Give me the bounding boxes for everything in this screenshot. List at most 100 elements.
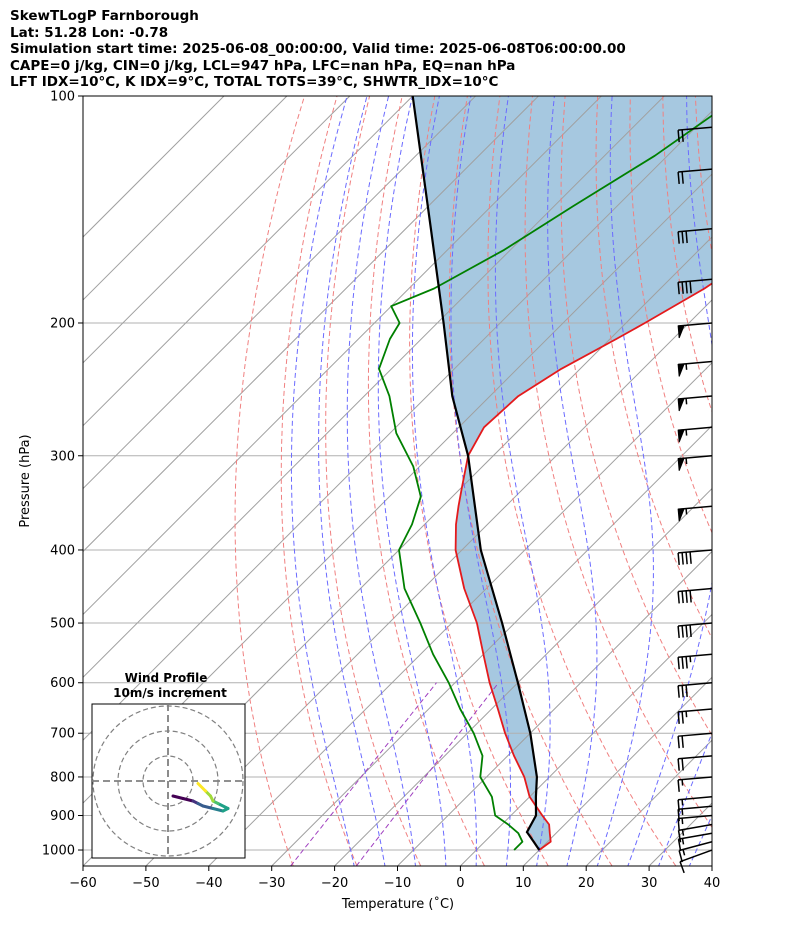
moist-adiabat: [547, 96, 598, 866]
wind-barb-shaft: [678, 681, 713, 687]
moist-adiabat: [318, 96, 386, 866]
wind-barb-shaft: [678, 805, 713, 811]
wind-barb-full: [677, 231, 680, 244]
x-tick-label: 40: [704, 876, 721, 891]
wind-barb: [677, 228, 713, 244]
wind-barb-shaft: [678, 814, 713, 820]
wind-barb-full: [677, 736, 680, 749]
wind-barb-full: [677, 552, 680, 565]
wind-barb-shaft: [678, 228, 713, 233]
dewpoint-line: [378, 114, 712, 851]
wind-barb-shaft: [678, 708, 713, 713]
moist-adiabat: [290, 96, 355, 866]
wind-barb-full: [685, 230, 688, 244]
isotherm-line: [83, 96, 225, 238]
wind-barb-full: [681, 129, 684, 142]
wind-barb-full: [685, 552, 688, 565]
x-tick-label: −60: [69, 876, 96, 891]
isotherm-line: [83, 110, 712, 741]
dry-adiabat: [524, 96, 712, 829]
wind-barb-shaft: [678, 622, 713, 627]
wind-barb-full: [681, 552, 684, 565]
wind-barb-flag: [677, 397, 685, 412]
wind-barb-half: [682, 849, 686, 856]
wind-barb-full: [689, 590, 692, 603]
wind-barb-full: [689, 624, 692, 637]
wind-barb-full: [677, 758, 680, 771]
dry-adiabat: [409, 96, 549, 866]
wind-barb-shaft: [678, 732, 713, 737]
wind-barb-half: [681, 838, 685, 845]
wind-barb: [677, 126, 713, 143]
wind-barb-half: [681, 808, 684, 815]
wind-barb-full: [677, 130, 680, 143]
wind-barb: [677, 732, 713, 749]
moist-adiabat: [377, 96, 447, 866]
wind-barb-shaft: [679, 849, 713, 863]
y-tick-label: 700: [50, 727, 75, 742]
wind-barb-full: [681, 711, 684, 724]
moist-adiabat: [346, 96, 417, 866]
wind-barb-shaft: [678, 823, 713, 832]
wind-barbs: [677, 126, 713, 874]
isotherm-line: [83, 96, 476, 490]
wind-barb-shaft: [678, 278, 713, 283]
wind-barb-full: [681, 656, 684, 669]
wind-barb-full: [677, 779, 680, 792]
wind-barb-half: [681, 799, 684, 806]
wind-barb-half: [685, 429, 688, 436]
wind-barb: [677, 814, 713, 831]
wind-barb-half: [681, 829, 685, 836]
wind-barb: [677, 395, 713, 412]
wind-barb: [677, 168, 713, 185]
isotherm-line: [83, 96, 414, 427]
y-tick-label: 1000: [42, 844, 75, 859]
hodograph-trace: [171, 794, 185, 800]
temperature-line: [454, 282, 712, 851]
wind-barb-full: [689, 551, 692, 564]
wind-barb-shaft: [678, 549, 713, 554]
wind-barb: [677, 278, 713, 295]
hodograph-title: Wind Profile: [125, 671, 208, 685]
parcel-line: [411, 96, 541, 851]
wind-barb: [677, 426, 713, 443]
wind-barb-full: [681, 591, 684, 604]
simulation-time-line: Simulation start time: 2025-06-08_00:00:…: [10, 41, 626, 57]
location-line: Lat: 51.28 Lon: -0.78: [10, 24, 169, 41]
wind-barb-full: [681, 281, 684, 294]
wind-barb: [677, 823, 713, 843]
moist-adiabat: [596, 96, 654, 866]
mixing-ratio-line: [290, 682, 437, 866]
x-tick-label: −30: [258, 876, 285, 891]
wind-barb-full: [677, 591, 680, 604]
wind-barb-full: [677, 625, 680, 639]
moist-adiabat: [411, 96, 477, 866]
wind-barb-shaft: [678, 832, 713, 840]
x-axis-label: Temperature (˚C): [341, 896, 454, 912]
y-tick-label: 200: [50, 316, 75, 331]
wind-barb-shaft: [678, 841, 713, 852]
isotherm-line: [711, 865, 712, 866]
hodograph-trace: [216, 802, 230, 810]
wind-barb-half: [689, 656, 692, 663]
x-tick-label: 0: [456, 876, 464, 891]
wind-barb-full: [677, 818, 680, 831]
isotherm-line: [208, 362, 712, 866]
cape-shading: [412, 96, 712, 850]
wind-barb: [677, 455, 713, 471]
wind-barb-half: [685, 457, 688, 465]
y-tick-label: 100: [50, 90, 75, 105]
wind-barb-flag: [677, 457, 685, 471]
y-axis-label: Pressure (hPa): [18, 434, 33, 527]
wind-barb-full: [685, 625, 688, 638]
wind-barb-flag: [677, 363, 685, 377]
wind-barb-full: [677, 171, 680, 185]
chart-profile-lines: [378, 96, 712, 851]
wind-barb-flag: [677, 508, 685, 522]
hodograph-trace: [196, 782, 207, 793]
wind-barb-flag: [677, 324, 685, 339]
wind-barb-shaft: [678, 755, 713, 760]
wind-barb-half: [685, 711, 688, 718]
wind-barb: [677, 549, 713, 565]
dry-adiabat: [367, 96, 485, 866]
